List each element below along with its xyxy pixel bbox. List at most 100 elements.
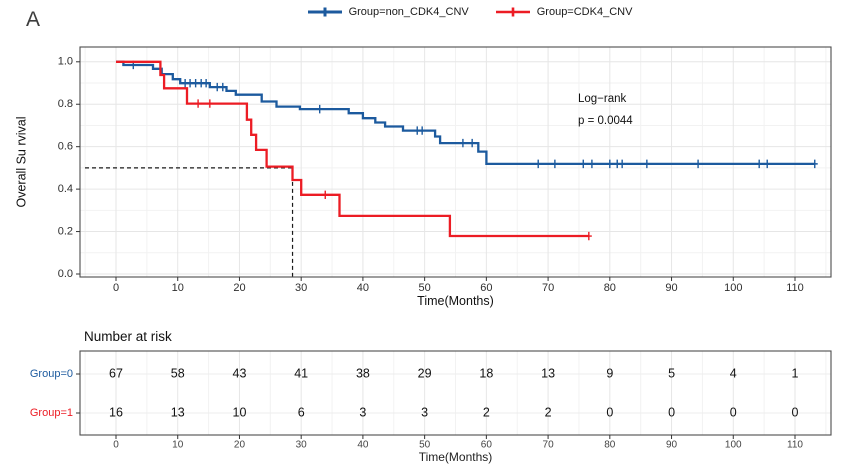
risk-x-tick-label: 40 (357, 439, 369, 450)
censor-mark (203, 79, 210, 88)
risk-count: 2 (545, 405, 552, 419)
censor-mark (459, 138, 466, 148)
censor-mark (535, 159, 542, 169)
risk-count: 6 (298, 405, 305, 419)
risk-row-label: Group=0 (30, 368, 73, 380)
risk-count: 41 (294, 366, 308, 380)
censor-mark (811, 159, 818, 169)
risk-count: 16 (109, 405, 123, 419)
x-tick-label: 0 (113, 282, 119, 294)
y-tick-label: 0.2 (58, 225, 73, 237)
legend-label: Group=CDK4_CNV (536, 6, 633, 18)
risk-x-tick-label: 50 (419, 439, 431, 450)
censor-mark (192, 79, 199, 88)
risk-count: 10 (233, 405, 247, 419)
risk-count: 67 (109, 366, 123, 380)
censor-mark (195, 99, 202, 108)
risk-count: 43 (233, 366, 247, 380)
risk-x-tick-label: 20 (234, 439, 246, 450)
y-tick-label: 0.4 (58, 183, 73, 195)
x-tick-label: 80 (604, 282, 616, 294)
gridlines (80, 47, 831, 435)
censor-mark (316, 104, 323, 114)
risk-x-tick-label: 110 (787, 439, 803, 450)
y-axis-label: Overall Su rvival (14, 116, 28, 208)
risk-x-tick-label: 80 (604, 439, 616, 450)
legend-item-non-cdk4: Group=non_CDK4_CNV (307, 6, 469, 18)
risk-count: 9 (606, 366, 613, 380)
censor-mark (756, 159, 763, 169)
risk-x-tick-label: 70 (543, 439, 555, 450)
legend-key-icon (307, 7, 342, 17)
risk-count: 0 (668, 405, 675, 419)
risk-x-tick-label: 90 (666, 439, 678, 450)
risk-table-title: Number at risk (84, 329, 172, 344)
risk-x-tick-label: 10 (172, 439, 184, 450)
y-tick-label: 1.0 (58, 56, 73, 68)
risk-count: 0 (606, 405, 613, 419)
x-tick-label: 90 (665, 282, 677, 294)
x-tick-label: 110 (786, 282, 804, 294)
censor-mark (606, 159, 613, 169)
risk-count: 13 (541, 366, 555, 380)
risk-count: 13 (171, 405, 185, 419)
x-tick-label: 100 (724, 282, 742, 294)
panel-label: A (26, 8, 41, 31)
km-curve-cdk4 (116, 60, 589, 238)
x-axis-label-main: Time(Months) (417, 294, 494, 308)
risk-count: 5 (668, 366, 675, 380)
censor-mark (695, 159, 702, 169)
risk-count: 0 (792, 405, 799, 419)
risk-x-tick-label: 30 (296, 439, 308, 450)
logrank-label: Log−rank (578, 93, 627, 105)
legend: Group=non_CDK4_CNV Group=CDK4_CNV (46, 6, 847, 18)
risk-count: 58 (171, 366, 185, 380)
censor-mark (219, 82, 226, 92)
censor-mark (643, 159, 650, 169)
risk-row-label: Group=1 (30, 407, 73, 419)
x-tick-label: 10 (172, 282, 184, 294)
censor-mark (187, 79, 194, 88)
censor-mark (214, 82, 221, 92)
x-tick-label: 70 (542, 282, 554, 294)
logrank-annotation: Log−rank p = 0.0044 (578, 88, 633, 132)
x-tick-label: 30 (295, 282, 307, 294)
pvalue-label: p = 0.0044 (578, 115, 633, 127)
km-curve-non-cdk4 (116, 60, 816, 166)
risk-x-tick-label: 100 (725, 439, 742, 450)
x-tick-label: 40 (357, 282, 369, 294)
censor-mark (588, 159, 595, 169)
legend-item-cdk4: Group=CDK4_CNV (495, 6, 633, 18)
risk-count: 18 (479, 366, 493, 380)
risk-count: 38 (356, 366, 370, 380)
censor-mark (619, 159, 626, 169)
plot-panel-border (79, 46, 832, 278)
risk-count: 2 (483, 405, 490, 419)
y-tick-label: 0.0 (58, 268, 73, 280)
censor-mark (206, 99, 213, 108)
risk-count: 3 (359, 405, 366, 419)
risk-count: 1 (792, 366, 799, 380)
risk-count: 3 (421, 405, 428, 419)
survival-curves (85, 60, 818, 277)
risk-x-tick-label: 60 (481, 439, 493, 450)
x-tick-label: 50 (419, 282, 431, 294)
risk-count: 4 (730, 366, 737, 380)
risk-x-tick-label: 0 (113, 439, 119, 450)
x-axis-label-risk: Time(Months) (418, 450, 493, 464)
risk-panel-border (79, 350, 832, 436)
censor-mark (419, 126, 426, 135)
axes: 0 10 20 30 40 50 60 70 80 90 100 1100.00.20.40.60.8… (30, 46, 832, 450)
y-tick-label: 0.8 (58, 98, 73, 110)
x-tick-label: 60 (480, 282, 492, 294)
censor-mark (551, 159, 558, 169)
y-tick-label: 0.6 (58, 141, 73, 153)
censor-mark (764, 159, 771, 169)
risk-count: 29 (418, 366, 432, 380)
censor-mark (469, 138, 476, 148)
censor-mark (585, 231, 592, 241)
censor-mark (580, 159, 587, 169)
censor-mark (322, 190, 329, 200)
